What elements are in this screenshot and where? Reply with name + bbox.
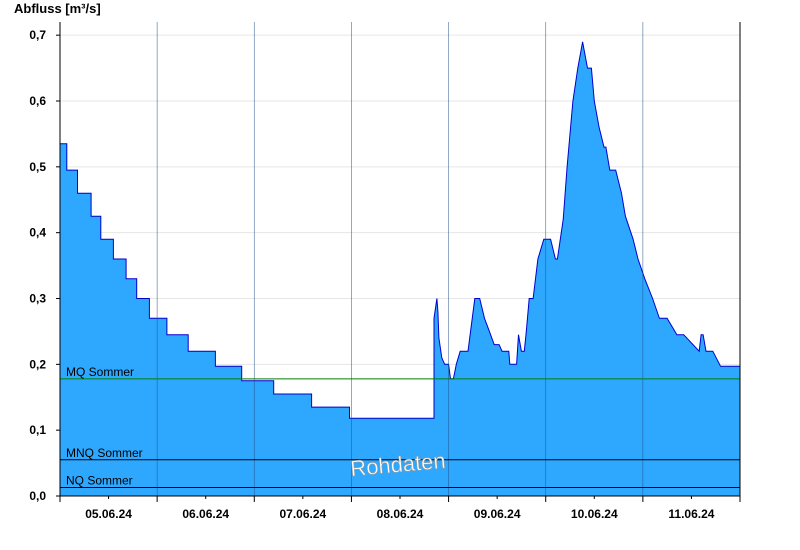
x-tick-label: 08.06.24 <box>377 507 424 521</box>
reference-line-label: MNQ Sommer <box>66 446 143 460</box>
discharge-area <box>60 41 740 497</box>
axes: 0,0 0,1 0,2 0,3 0,4 0,5 0,6 0,7 05.06.24 06.06.24… <box>29 22 741 521</box>
x-tick-label: 05.06.24 <box>85 507 132 521</box>
y-tick-label: 0,3 <box>29 292 46 306</box>
x-tick-label: 10.06.24 <box>571 507 618 521</box>
reference-lines: MQ Sommer MNQ Sommer NQ Sommer <box>60 365 740 488</box>
y-tick-label: 0,5 <box>29 160 46 174</box>
y-tick-label: 0,4 <box>29 226 46 240</box>
x-tick-label: 09.06.24 <box>474 507 521 521</box>
y-tick-label: 0,0 <box>29 489 46 503</box>
y-tick-label: 0,6 <box>29 94 46 108</box>
x-tick-label: 11.06.24 <box>668 507 714 521</box>
reference-line-label: NQ Sommer <box>66 473 133 487</box>
y-tick-label: 0,2 <box>29 357 46 371</box>
reference-line-label: MQ Sommer <box>66 365 134 379</box>
x-tick-label: 07.06.24 <box>279 507 326 521</box>
discharge-series <box>60 22 740 497</box>
y-tick-label: 0,1 <box>29 423 46 437</box>
y-axis-label: Abfluss [m³/s] <box>14 1 101 16</box>
x-tick-label: 06.06.24 <box>182 507 229 521</box>
discharge-line <box>60 41 740 419</box>
y-tick-label: 0,7 <box>29 28 46 42</box>
